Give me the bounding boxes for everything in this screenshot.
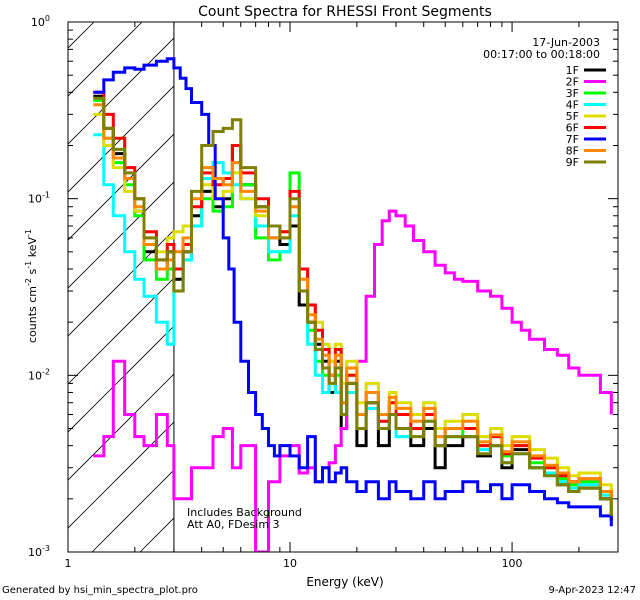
- legend-label: 5F: [566, 110, 579, 123]
- y-tick-label: 10-3: [28, 544, 50, 559]
- hatch-line: [68, 133, 174, 241]
- generated-by-footer: Generated by hsi_min_spectra_plot.pro: [2, 585, 198, 596]
- y-axis-label: counts cm-2 s-1 keV-1: [24, 229, 39, 343]
- legend-label: 3F: [566, 87, 579, 100]
- hatch-line: [68, 277, 174, 385]
- hatch-line: [68, 229, 174, 337]
- legend-label: 8F: [566, 145, 579, 158]
- legend-label: 1F: [566, 64, 579, 77]
- series-layer: [93, 57, 613, 552]
- hatch-line: [68, 181, 174, 289]
- axis-ticks: [67, 21, 619, 553]
- hatch-line: [0, 0, 28, 552]
- y-tick-label: 100: [31, 14, 50, 29]
- hatch-line: [620, 0, 640, 552]
- hatch-line: [68, 421, 174, 529]
- x-tick-label: 10: [283, 557, 297, 570]
- series-line-5F: [93, 112, 613, 499]
- x-tick-label: 1: [65, 557, 72, 570]
- hatch-line: [68, 373, 174, 481]
- x-tick-labels: 1 10 100: [65, 557, 523, 570]
- series-line-7F: [93, 57, 613, 527]
- series-line-9F: [93, 96, 613, 516]
- legend-label: 9F: [566, 156, 579, 169]
- time-range-label: 00:17:00 to 00:18:00: [483, 48, 600, 61]
- x-axis-label: Energy (keV): [306, 575, 383, 589]
- x-tick-label: 100: [502, 557, 523, 570]
- y-tick-label: 10-2: [28, 367, 50, 382]
- timestamp-footer: 9-Apr-2023 12:47: [548, 585, 636, 596]
- annotation-attenuator: Att A0, FDesim 3: [187, 518, 280, 531]
- legend-label: 4F: [566, 99, 579, 112]
- legend-label: 7F: [566, 133, 579, 146]
- hatch-line: [68, 325, 174, 433]
- y-tick-label: 10-1: [28, 191, 50, 206]
- hatch-line: [68, 37, 174, 145]
- legend-label: 2F: [566, 76, 579, 89]
- hatch-line: [68, 22, 143, 97]
- date-label: 17-Jun-2003: [532, 36, 600, 49]
- series-line-2F: [93, 209, 613, 552]
- annotation-background: Includes Background: [187, 506, 302, 519]
- y-tick-labels: 100 10-1 10-2 10-3: [28, 14, 50, 559]
- plot-frame: [67, 21, 619, 553]
- chart-title: Count Spectra for RHESSI Front Segments: [198, 4, 492, 20]
- hatch-line: [68, 22, 95, 49]
- legend-label: 6F: [566, 122, 579, 135]
